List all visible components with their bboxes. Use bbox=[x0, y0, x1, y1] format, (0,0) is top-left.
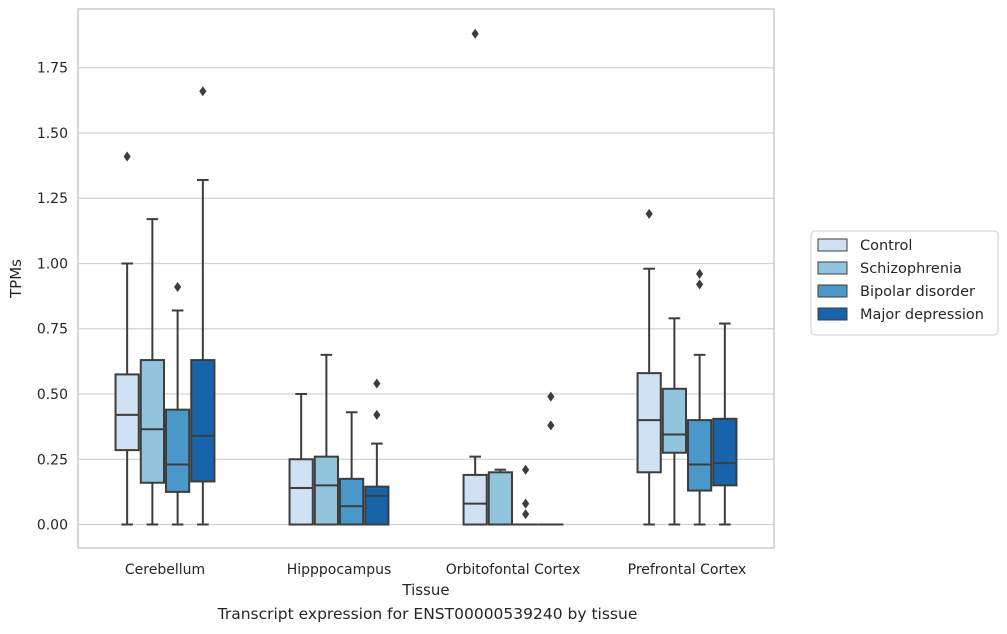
y-tick-label: 0.50 bbox=[37, 387, 68, 403]
outlier-point bbox=[199, 86, 207, 97]
y-tick-label: 1.25 bbox=[37, 191, 68, 207]
box-control bbox=[636, 372, 662, 474]
box-control bbox=[114, 373, 140, 452]
y-tick-label: 0.25 bbox=[37, 452, 68, 468]
outlier-point bbox=[471, 28, 479, 39]
box-bipolar-disorder bbox=[339, 477, 365, 526]
box-schizophrenia bbox=[487, 471, 513, 526]
y-tick-label: 0.75 bbox=[37, 322, 68, 338]
chart-caption: Transcript expression for ENST0000053924… bbox=[217, 605, 638, 623]
box-schizophrenia bbox=[313, 455, 339, 526]
x-tick-label: Prefrontal Cortex bbox=[628, 562, 747, 578]
outlier-point bbox=[373, 378, 381, 389]
x-tick-label: Orbitofontal Cortex bbox=[446, 562, 581, 578]
y-tick-label: 1.00 bbox=[37, 256, 68, 272]
box-major-depression bbox=[712, 417, 738, 487]
legend-swatch bbox=[817, 238, 848, 252]
x-axis-label: Tissue bbox=[401, 581, 449, 599]
box-control bbox=[288, 458, 314, 526]
x-tick-label: Cerebellum bbox=[125, 562, 205, 578]
plot-frame bbox=[77, 8, 775, 549]
legend-swatch bbox=[817, 307, 848, 321]
legend-swatch bbox=[817, 284, 848, 298]
outlier-point bbox=[123, 151, 131, 162]
legend-box bbox=[810, 230, 999, 336]
legend-label: Bipolar disorder bbox=[860, 284, 975, 300]
outlier-point bbox=[547, 420, 555, 431]
y-tick-label: 0.00 bbox=[37, 518, 68, 534]
legend-label: Major depression bbox=[860, 307, 984, 323]
y-tick-label: 1.75 bbox=[37, 61, 68, 77]
box-schizophrenia bbox=[661, 387, 687, 454]
legend-swatch bbox=[817, 261, 848, 275]
outlier-point bbox=[547, 391, 555, 402]
box-major-depression bbox=[190, 359, 216, 483]
outlier-point bbox=[522, 464, 530, 475]
outlier-point bbox=[696, 268, 704, 279]
outlier-point bbox=[522, 498, 530, 509]
box-schizophrenia bbox=[139, 359, 165, 484]
legend-label: Schizophrenia bbox=[860, 261, 962, 277]
box-control bbox=[462, 473, 488, 526]
box-bipolar-disorder bbox=[165, 408, 191, 493]
outlier-point bbox=[645, 208, 653, 219]
box-major-depression bbox=[364, 485, 390, 526]
y-tick-label: 1.50 bbox=[37, 126, 68, 142]
legend-label: Control bbox=[860, 238, 912, 254]
outlier-point bbox=[522, 509, 530, 520]
outlier-point bbox=[373, 409, 381, 420]
y-axis-label: TPMs bbox=[7, 259, 25, 299]
outlier-point bbox=[696, 279, 704, 290]
box-bipolar-disorder bbox=[687, 419, 713, 492]
x-tick-label: Hipppocampus bbox=[287, 562, 392, 578]
outlier-point bbox=[174, 281, 182, 292]
